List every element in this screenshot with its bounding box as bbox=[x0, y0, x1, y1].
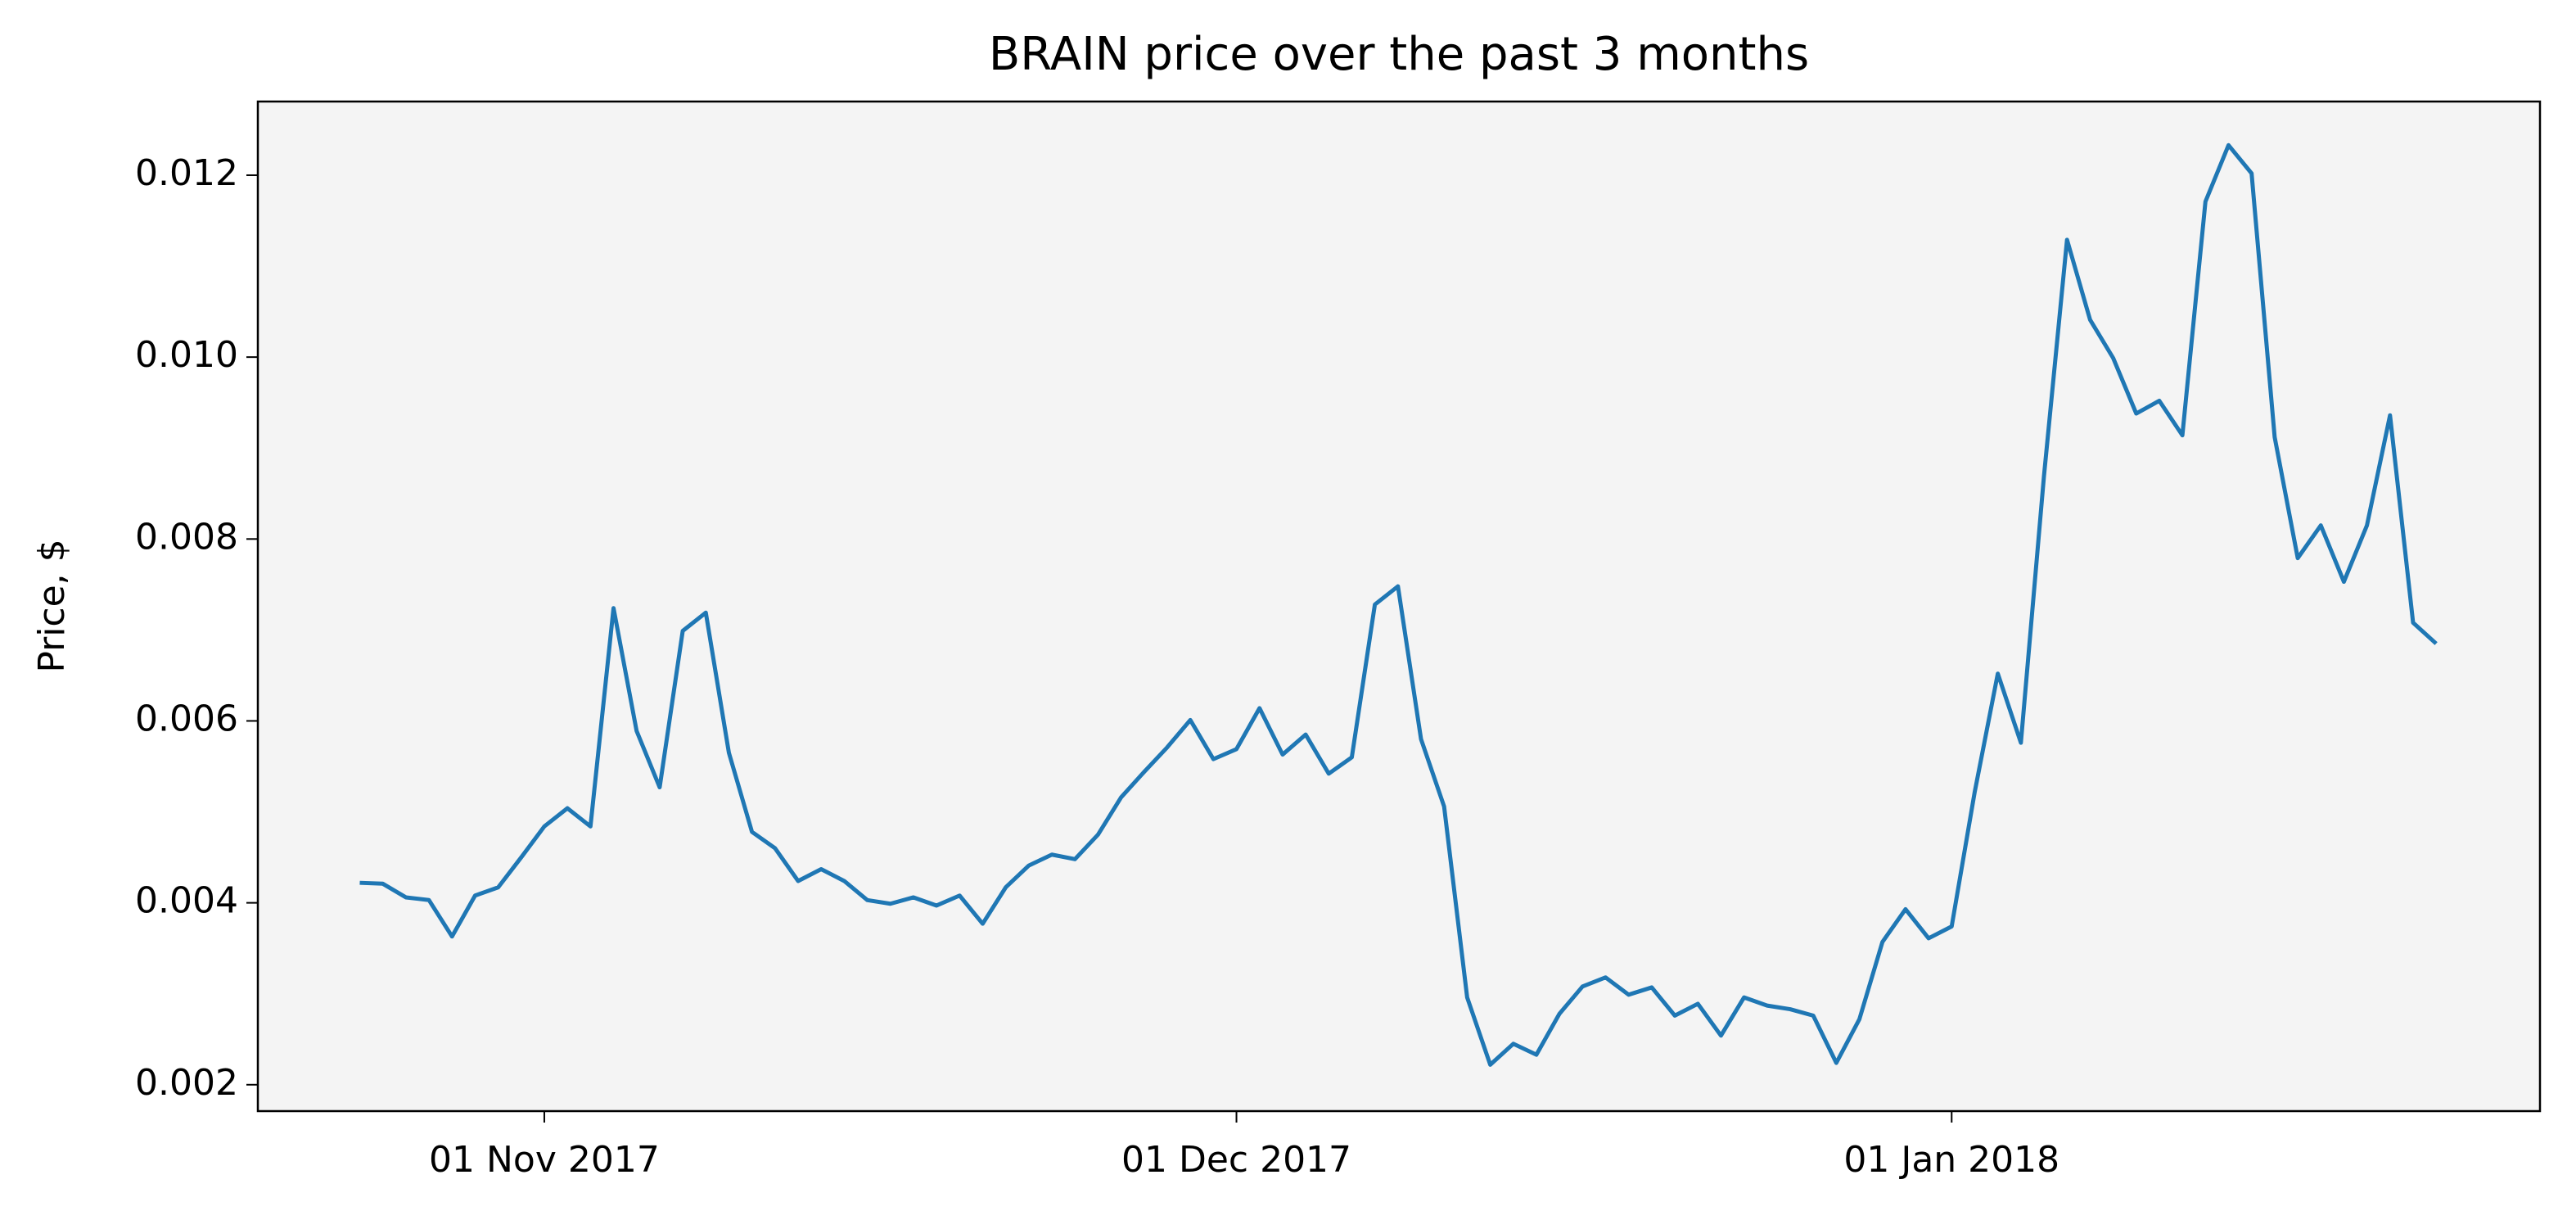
y-tick-label: 0.010 bbox=[135, 334, 238, 376]
y-tick-label: 0.002 bbox=[135, 1062, 238, 1104]
y-tick-label: 0.008 bbox=[135, 516, 238, 558]
y-tick-label: 0.012 bbox=[135, 152, 238, 194]
y-tick-label: 0.006 bbox=[135, 698, 238, 739]
y-axis-label: Price, $ bbox=[31, 539, 73, 672]
x-tick-label: 01 Dec 2017 bbox=[1121, 1139, 1351, 1181]
chart-title: BRAIN price over the past 3 months bbox=[989, 28, 1809, 81]
y-tick-label: 0.004 bbox=[135, 880, 238, 922]
plot-frame bbox=[256, 100, 2542, 1113]
price-line bbox=[359, 142, 2438, 1067]
x-tick-label: 01 Nov 2017 bbox=[429, 1139, 660, 1181]
x-tick-label: 01 Jan 2018 bbox=[1843, 1139, 2059, 1181]
